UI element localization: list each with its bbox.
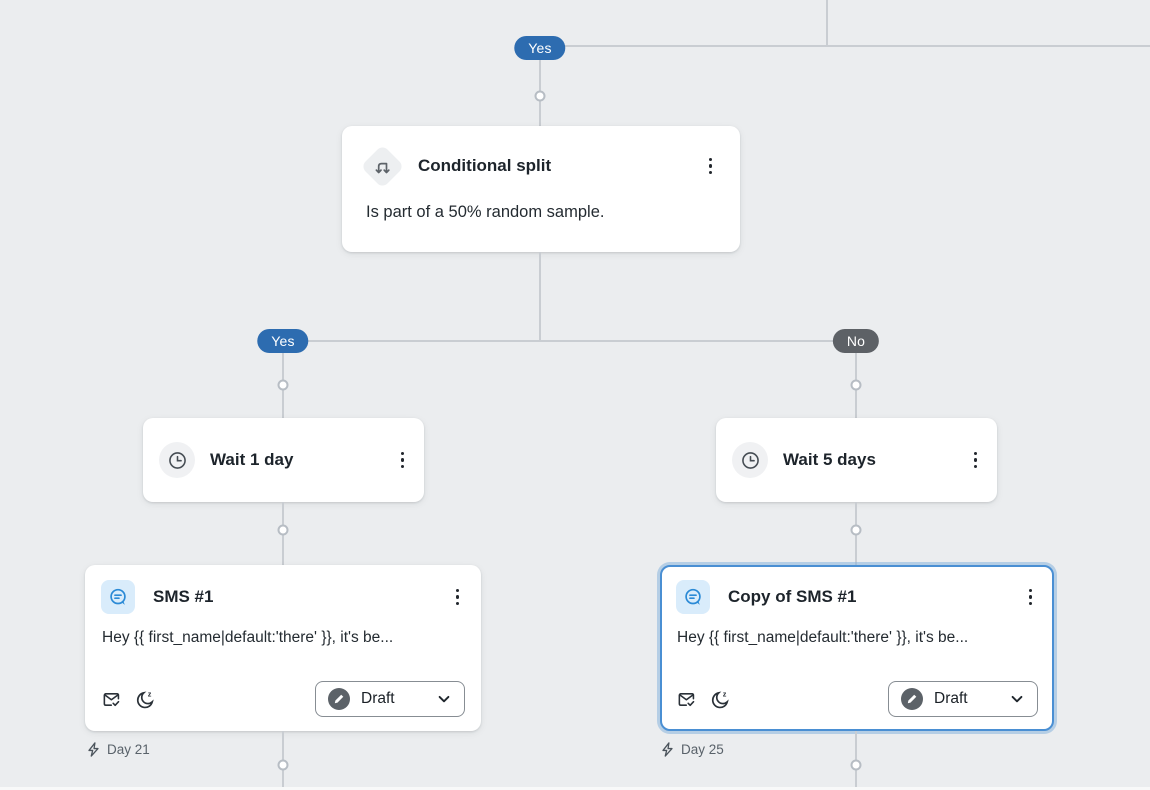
clock-icon [741, 451, 759, 469]
pencil-circle-icon [328, 688, 350, 710]
connector-line [826, 0, 828, 46]
sms-setting-icons: z [101, 689, 315, 710]
card-header: Conditional split [360, 144, 719, 188]
branch-label-no: No [832, 329, 880, 353]
chat-bubble-icon [685, 588, 701, 605]
sms-card-footer: z Draft [676, 681, 1038, 717]
day-label: Day 25 [681, 742, 724, 757]
sms-card-footer: z Draft [101, 681, 465, 717]
wait-card-right[interactable]: Wait 5 days [716, 418, 997, 502]
clock-icon [168, 451, 186, 469]
sms-icon-badge [676, 580, 710, 614]
sms-card-title: SMS #1 [153, 587, 214, 606]
connector-line [539, 252, 541, 341]
sms-message-preview: Hey {{ first_name|default:'there' }}, it… [677, 629, 969, 646]
kebab-menu-button[interactable] [968, 447, 984, 474]
branch-label-yes-top: Yes [514, 36, 566, 60]
connector-node [850, 379, 862, 391]
sms-setting-icons: z [676, 689, 888, 710]
clock-icon-badge [732, 442, 768, 478]
split-icon-badge [360, 144, 404, 188]
connector-node [277, 759, 289, 771]
connector-node [850, 524, 862, 536]
conditional-split-card[interactable]: Conditional split Is part of a 50% rando… [342, 126, 740, 252]
lightning-icon [662, 742, 673, 757]
moon-z-icon: z [711, 689, 729, 708]
sms-icon-badge [101, 580, 135, 614]
branch-label-yes: Yes [257, 329, 309, 353]
sms-card-left[interactable]: SMS #1 Hey {{ first_name|default:'there'… [85, 565, 481, 731]
chevron-down-icon [438, 695, 450, 703]
lightning-icon [88, 742, 99, 757]
connector-line [540, 45, 1150, 47]
split-card-title: Conditional split [418, 156, 552, 175]
connector-node [277, 379, 289, 391]
status-label: Draft [361, 690, 395, 707]
split-card-description: Is part of a 50% random sample. [366, 203, 605, 221]
wait-card-left[interactable]: Wait 1 day [143, 418, 424, 502]
chat-bubble-icon [110, 588, 126, 605]
kebab-menu-button[interactable] [703, 153, 719, 180]
wait-card-title: Wait 1 day [210, 450, 294, 469]
split-arrows-icon [375, 161, 390, 173]
wait-card-title: Wait 5 days [783, 450, 876, 469]
clock-icon-badge [159, 442, 195, 478]
status-dropdown-button[interactable]: Draft [315, 681, 465, 717]
connector-node [850, 759, 862, 771]
status-dropdown-button[interactable]: Draft [888, 681, 1038, 717]
connector-node [534, 90, 546, 102]
moon-z-icon: z [136, 689, 154, 708]
connector-node [277, 524, 289, 536]
kebab-menu-button[interactable] [450, 584, 466, 611]
canvas-bottom-edge [0, 787, 1150, 790]
sms-message-preview: Hey {{ first_name|default:'there' }}, it… [102, 629, 394, 646]
day-badge-right: Day 25 [660, 742, 724, 757]
day-badge-left: Day 21 [86, 742, 150, 757]
card-header: Copy of SMS #1 [676, 580, 1038, 614]
kebab-menu-button[interactable] [1023, 584, 1039, 611]
sms-card-right-selected[interactable]: Copy of SMS #1 Hey {{ first_name|default… [660, 565, 1054, 731]
kebab-menu-button[interactable] [395, 447, 411, 474]
connector-line [283, 340, 857, 342]
envelope-check-icon [103, 692, 120, 706]
day-label: Day 21 [107, 742, 150, 757]
envelope-check-icon [678, 692, 695, 706]
sms-card-title: Copy of SMS #1 [728, 587, 857, 606]
status-label: Draft [934, 690, 968, 707]
card-header: SMS #1 [101, 580, 465, 614]
chevron-down-icon [1011, 695, 1023, 703]
pencil-circle-icon [901, 688, 923, 710]
svg-text:z: z [148, 689, 152, 698]
svg-text:z: z [723, 689, 727, 698]
